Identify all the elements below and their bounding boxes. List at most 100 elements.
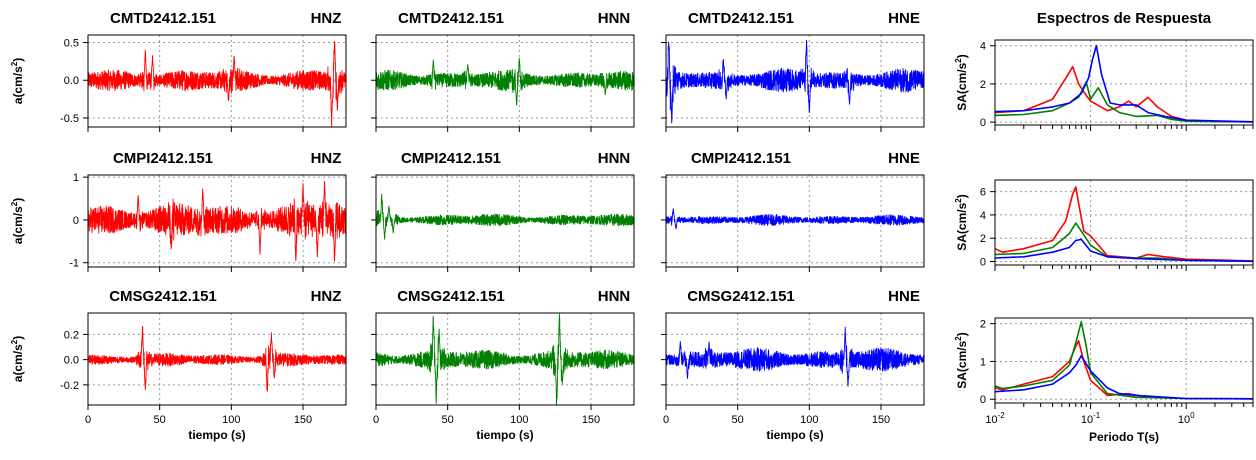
channel-title: HNE xyxy=(888,10,920,27)
spec-xtick-label-exp: 0 xyxy=(1190,411,1195,420)
spec-xtick-label-base: 10 xyxy=(985,414,997,426)
spectrum-ylabel-text: SA(cm/s xyxy=(955,340,969,388)
spectrum-hnz-row3 xyxy=(994,339,1254,400)
channel-title: HNN xyxy=(598,10,631,27)
spec-xtick-label-exp: -1 xyxy=(1093,411,1101,420)
spectrum-ylabel-exp: 2 xyxy=(954,336,963,341)
xtick-label: 50 xyxy=(732,414,744,426)
spectra-xlabel: Periodo T(s) xyxy=(1089,430,1159,444)
spec-ytick-label: 1 xyxy=(980,356,986,368)
spec-xtick-label-base: 10 xyxy=(1178,414,1190,426)
accel-ylabel: a(cm/s2) xyxy=(10,58,25,104)
spec-ytick-label: 2 xyxy=(980,319,986,331)
trace-hne-row3 xyxy=(665,326,925,387)
spec-xtick-label: 10-1 xyxy=(1081,411,1101,426)
accel-ylabel-text: a(cm/s xyxy=(11,344,25,382)
station-title: CMPI2412.151 xyxy=(401,150,501,167)
channel-title: HNN xyxy=(598,288,631,305)
xtick-label: 100 xyxy=(222,414,240,426)
spectrum-ylabel-close: ) xyxy=(955,54,969,58)
spectrum-frame xyxy=(994,39,1254,126)
spectrum-hne-row2 xyxy=(994,238,1254,263)
xtick-label: 0 xyxy=(663,414,669,426)
trace-hne-row2 xyxy=(665,208,925,230)
spectrum-hnn-row2 xyxy=(994,222,1254,262)
spectrum-ylabel-exp: 2 xyxy=(954,198,963,203)
spectrum-ylabel: SA(cm/s2) xyxy=(954,194,969,250)
xtick-label: 150 xyxy=(582,414,600,426)
spectrum-hnz-row2 xyxy=(994,186,1254,262)
panel-frame xyxy=(375,34,635,128)
panel-frame xyxy=(375,174,635,268)
panel-frame xyxy=(665,34,925,128)
ytick-label: 0.0 xyxy=(64,355,79,367)
accel-ylabel-text: a(cm/s xyxy=(11,206,25,244)
accel-ylabel-exp: 2 xyxy=(10,201,19,206)
ytick-label: -0.5 xyxy=(60,113,79,125)
station-title: CMSG2412.151 xyxy=(109,288,217,305)
spec-ytick-label: 0 xyxy=(980,394,986,406)
panel-frame xyxy=(665,312,925,406)
station-title: CMTD2412.151 xyxy=(398,10,504,27)
spectrum-ylabel-close: ) xyxy=(955,194,969,198)
ytick-label: 1 xyxy=(73,172,79,184)
station-title: CMTD2412.151 xyxy=(110,10,216,27)
station-title: CMSG2412.151 xyxy=(397,288,505,305)
spectra-title: Espectros de Respuesta xyxy=(1037,10,1212,27)
channel-title: HNE xyxy=(888,150,920,167)
frames-layer xyxy=(83,34,1254,410)
accel-ylabel-exp: 2 xyxy=(10,339,19,344)
spectrum-ylabel-text: SA(cm/s xyxy=(955,202,969,250)
panel-frame xyxy=(375,312,635,406)
spec-ytick-label: 2 xyxy=(980,233,986,245)
station-title: CMPI2412.151 xyxy=(691,150,791,167)
xtick-label: 100 xyxy=(800,414,818,426)
panel-frame xyxy=(87,174,347,268)
station-title: CMSG2412.151 xyxy=(687,288,795,305)
spectrum-hnn-row3 xyxy=(994,320,1254,400)
station-title: CMTD2412.151 xyxy=(688,10,794,27)
xtick-label: 150 xyxy=(294,414,312,426)
trace-hnn-row1 xyxy=(375,57,635,106)
trace-hnz-row3 xyxy=(87,325,347,392)
ytick-label: -1 xyxy=(69,258,79,270)
spec-ytick-label: 0 xyxy=(980,257,986,269)
spec-ytick-label: 4 xyxy=(980,41,986,53)
trace-hnn-row3 xyxy=(375,313,635,406)
accel-ylabel-text: a(cm/s xyxy=(11,66,25,104)
spec-xtick-label-base: 10 xyxy=(1081,414,1093,426)
station-title: CMPI2412.151 xyxy=(113,150,213,167)
accel-ylabel: a(cm/s2) xyxy=(10,336,25,382)
spec-xtick-label: 100 xyxy=(1178,411,1195,426)
ytick-label: 0.5 xyxy=(64,38,79,50)
ytick-label: 0.0 xyxy=(64,75,79,87)
spectrum-ylabel: SA(cm/s2) xyxy=(954,332,969,388)
trace-hnn-row2 xyxy=(375,193,635,240)
trace-hnz-row2 xyxy=(87,180,347,262)
spec-xtick-label: 10-2 xyxy=(985,411,1005,426)
spec-ytick-label: 0 xyxy=(980,117,986,129)
spectrum-ylabel-text: SA(cm/s xyxy=(955,62,969,110)
trace-hnz-row1 xyxy=(87,41,347,128)
channel-title: HNZ xyxy=(311,10,342,27)
xtick-label: 50 xyxy=(154,414,166,426)
spectrum-hnn-row1 xyxy=(994,81,1254,123)
spectrum-ylabel: SA(cm/s2) xyxy=(954,54,969,110)
channel-title: HNE xyxy=(888,288,920,305)
xtick-label: 50 xyxy=(442,414,454,426)
spectrum-hne-row1 xyxy=(994,44,1254,123)
ytick-label: 0 xyxy=(73,215,79,227)
spectrum-frame xyxy=(994,179,1254,266)
accel-ylabel: a(cm/s2) xyxy=(10,198,25,244)
trace-hne-row1 xyxy=(665,39,925,124)
spectrum-ylabel-close: ) xyxy=(955,332,969,336)
spectrum-frame xyxy=(994,317,1254,404)
ytick-label: -0.2 xyxy=(60,380,79,392)
accel-ylabel-exp: 2 xyxy=(10,61,19,66)
channel-title: HNN xyxy=(598,150,631,167)
accel-ylabel-close: ) xyxy=(11,198,25,202)
channel-title: HNZ xyxy=(311,150,342,167)
time-axis-label: tiempo (s) xyxy=(766,428,823,442)
time-axis-label: tiempo (s) xyxy=(188,428,245,442)
